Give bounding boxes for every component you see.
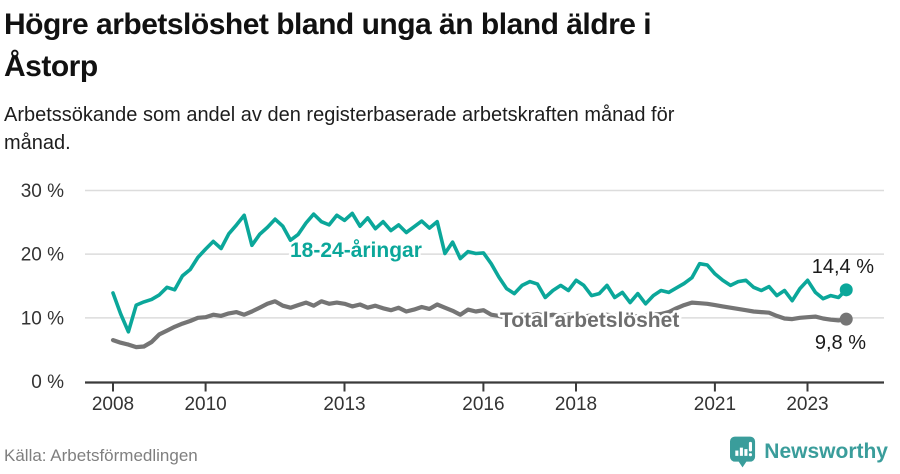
y-tick-label-0: 0 % <box>31 372 64 393</box>
end-value-total: 9,8 % <box>815 332 866 354</box>
x-tick-label-2010: 2010 <box>184 394 226 415</box>
series-label-young: 18-24-åringar <box>290 239 422 262</box>
end-dot-total <box>839 312 853 326</box>
subtitle-line-1: Arbetssökande som andel av den registerb… <box>4 104 675 126</box>
y-tick-label-20: 20 % <box>21 245 64 266</box>
y-tick-label-10: 10 % <box>21 308 64 329</box>
x-tick-label-2016: 2016 <box>462 394 504 415</box>
source-note: Källa: Arbetsförmedlingen <box>4 446 198 465</box>
newsworthy-brand: Newsworthy <box>730 436 888 468</box>
title-line-1: Högre arbetslöshet bland unga än bland ä… <box>4 8 652 41</box>
newsworthy-logo-icon <box>730 436 756 468</box>
x-tick-label-2018: 2018 <box>555 394 597 415</box>
chart-subtitle: Arbetssökande som andel av den registerb… <box>4 101 864 157</box>
subtitle-line-2: månad. <box>4 132 71 154</box>
header: Högre arbetslöshet bland unga än bland ä… <box>4 4 864 157</box>
x-tick-label-2008: 2008 <box>92 394 134 415</box>
footer: Källa: Arbetsförmedlingen Newsworthy <box>0 434 900 474</box>
brand-name: Newsworthy <box>764 440 888 463</box>
end-value-young: 14,4 % <box>812 256 874 278</box>
page-title: Högre arbetslöshet bland unga än bland ä… <box>4 4 864 88</box>
series-label-total: Total arbetslöshet <box>500 309 679 332</box>
x-tick-label-2021: 2021 <box>694 394 736 415</box>
y-tick-label-30: 30 % <box>21 181 64 202</box>
end-dot-young <box>839 283 853 297</box>
x-tick-label-2023: 2023 <box>786 394 828 415</box>
title-line-2: Åstorp <box>4 50 98 83</box>
series-line-total <box>110 299 849 350</box>
series-line-young <box>111 211 848 334</box>
x-tick-label-2013: 2013 <box>323 394 365 415</box>
